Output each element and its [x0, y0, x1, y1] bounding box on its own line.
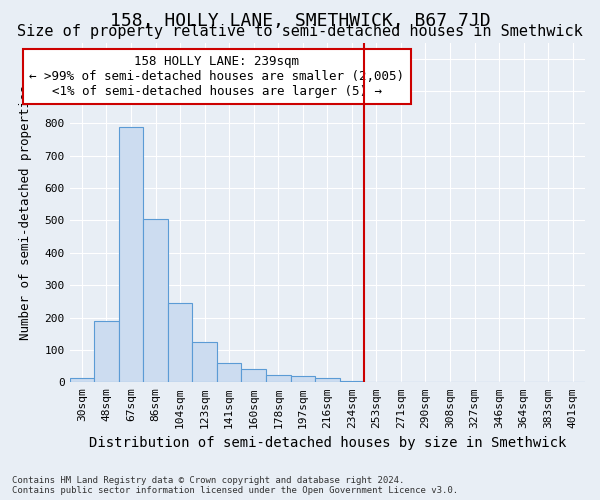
Text: 158, HOLLY LANE, SMETHWICK, B67 7JD: 158, HOLLY LANE, SMETHWICK, B67 7JD: [110, 12, 490, 30]
Y-axis label: Number of semi-detached properties: Number of semi-detached properties: [19, 85, 32, 340]
Bar: [94, 321, 119, 382]
Bar: [70, 378, 94, 382]
Bar: [119, 126, 143, 382]
Text: Size of property relative to semi-detached houses in Smethwick: Size of property relative to semi-detach…: [17, 24, 583, 39]
Bar: [168, 303, 193, 382]
Text: 158 HOLLY LANE: 239sqm
← >99% of semi-detached houses are smaller (2,005)
<1% of: 158 HOLLY LANE: 239sqm ← >99% of semi-de…: [29, 55, 404, 98]
Text: Contains HM Land Registry data © Crown copyright and database right 2024.
Contai: Contains HM Land Registry data © Crown c…: [12, 476, 458, 495]
Bar: [193, 342, 217, 382]
Bar: [290, 376, 315, 382]
Bar: [315, 378, 340, 382]
Bar: [241, 370, 266, 382]
Bar: [266, 375, 290, 382]
X-axis label: Distribution of semi-detached houses by size in Smethwick: Distribution of semi-detached houses by …: [89, 436, 566, 450]
Bar: [143, 219, 168, 382]
Bar: [217, 363, 241, 382]
Bar: [340, 380, 364, 382]
